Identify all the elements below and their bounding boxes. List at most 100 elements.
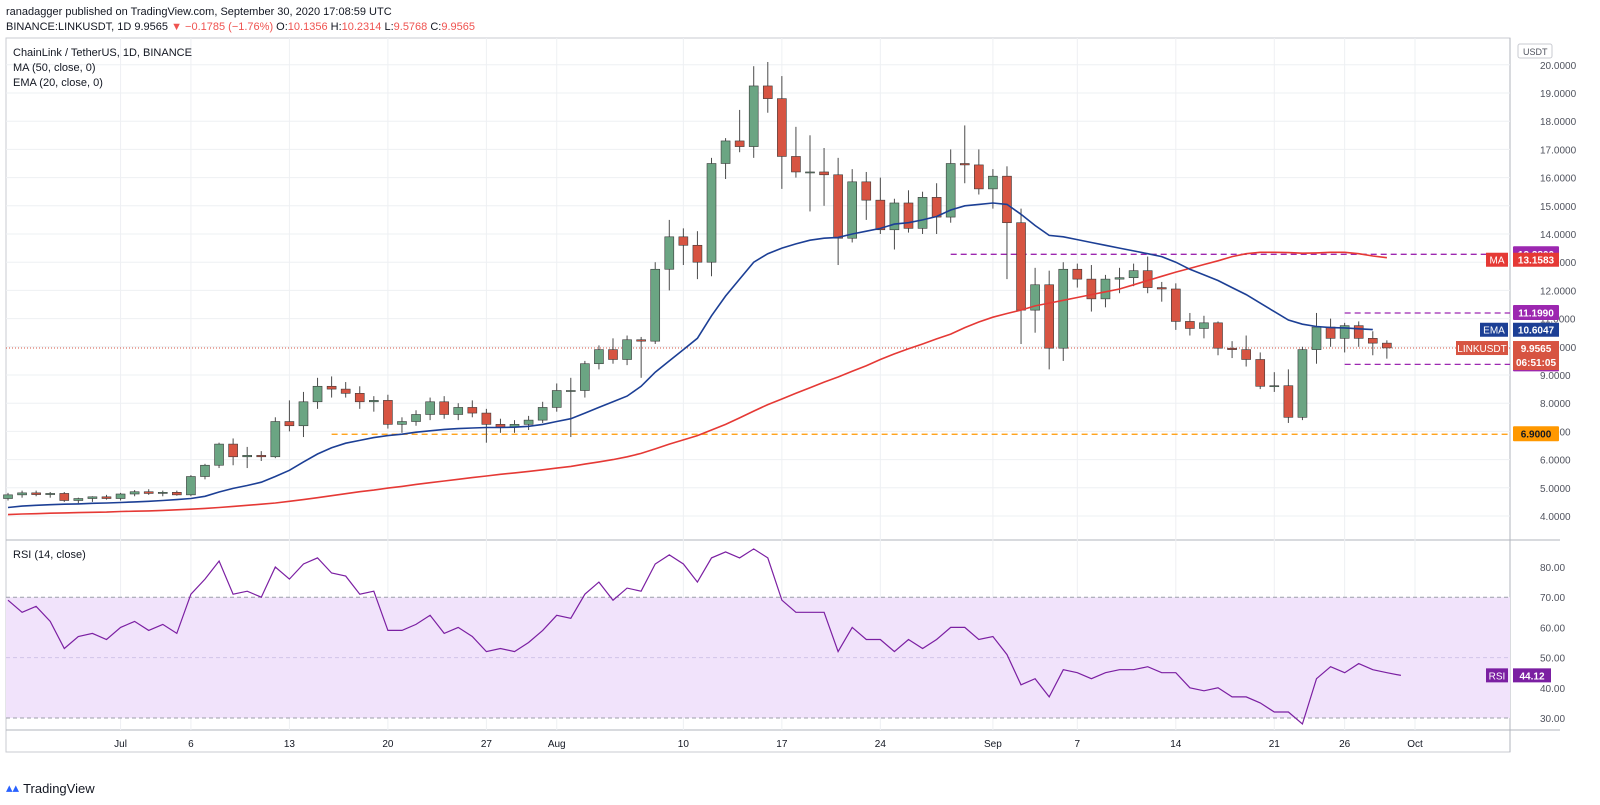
y-tick-label: 12.0000: [1540, 286, 1577, 297]
candle-down: [819, 171, 829, 176]
publish-info: ranadagger published on TradingView.com,…: [6, 6, 392, 18]
candle-down: [678, 236, 689, 246]
candle-down: [1325, 326, 1336, 339]
candle-down: [608, 349, 618, 360]
rsi-y-tick-label: 40.00: [1540, 684, 1565, 695]
x-tick-label: Aug: [548, 739, 566, 750]
ohlc-open: 10.1356: [287, 21, 328, 33]
candle-up: [73, 498, 84, 501]
candle-up: [537, 407, 548, 421]
candle-up: [200, 464, 210, 477]
y-tick-label: 15.0000: [1540, 202, 1577, 213]
level-tag: [1513, 304, 1559, 320]
y-tick-label: 8.0000: [1540, 399, 1571, 410]
ma-value-tag: [1513, 252, 1559, 267]
candle-up: [622, 339, 632, 360]
ma-name-tag: [1486, 252, 1508, 267]
y-tick-label: 20.0000: [1540, 61, 1577, 72]
candle-down: [256, 455, 267, 458]
candle-up: [3, 494, 13, 499]
candle-up: [298, 401, 309, 427]
candle-up: [115, 493, 126, 499]
candle-down: [1016, 222, 1026, 311]
rsi-name-tag: [1486, 668, 1508, 683]
ma-legend: MA (50, close, 0): [13, 62, 96, 74]
candle-down: [861, 181, 872, 201]
candle-up: [720, 140, 731, 164]
candle-up: [805, 171, 815, 174]
candle-up: [1339, 325, 1350, 339]
candle-down: [1185, 321, 1195, 329]
candle-up: [186, 476, 196, 496]
rsi-y-tick-label: 50.00: [1540, 654, 1565, 665]
candle-up: [551, 390, 562, 408]
ema-name-tag: [1480, 322, 1508, 337]
symbol-label: BINANCE:LINKUSDT, 1D: [6, 21, 132, 33]
x-tick-label: Oct: [1407, 739, 1423, 750]
ma-value: 13.1583: [1518, 256, 1555, 267]
candle-up: [594, 349, 604, 365]
candle-up: [17, 492, 27, 496]
candle-down: [383, 400, 393, 425]
x-tick-label: Sep: [984, 739, 1002, 750]
candle-up: [1030, 284, 1040, 311]
ema-line: [7, 202, 1373, 509]
candle-down: [1283, 385, 1294, 418]
candle-up: [369, 400, 379, 403]
candle-up: [397, 421, 407, 425]
candle-down: [734, 140, 745, 147]
candle-down: [467, 407, 478, 414]
level-label: 11.1990: [1518, 308, 1554, 319]
candle-down: [1353, 325, 1364, 339]
price-change: ▼ −0.1785 (−1.76%): [171, 21, 274, 33]
ohlc-l-label: L:: [384, 21, 394, 33]
tradingview-logo-icon: ▴▴: [6, 781, 20, 796]
ohlc-close: 9.9565: [441, 21, 476, 33]
candle-down: [762, 85, 773, 99]
symbol-name: LINKUSDT: [1457, 344, 1506, 355]
rsi-y-tick-label: 80.00: [1540, 563, 1565, 574]
candle-down: [1156, 287, 1167, 290]
y-tick-label: 17.0000: [1540, 145, 1577, 156]
tradingview-brand[interactable]: ▴▴ TradingView: [6, 781, 95, 796]
candle-down: [1044, 284, 1054, 349]
candle-down: [1171, 288, 1181, 322]
countdown-value: 06:51:05: [1516, 358, 1556, 369]
candle-down: [1086, 278, 1097, 300]
candle-up: [1114, 277, 1125, 280]
candle-down: [354, 393, 365, 403]
ohlc-h-label: H:: [330, 21, 342, 33]
rsi-y-tick-label: 70.00: [1540, 593, 1565, 604]
candle-down: [1002, 175, 1012, 224]
candle-down: [903, 202, 914, 229]
ohlc-o-label: O:: [276, 21, 288, 33]
candle-up: [1100, 278, 1111, 300]
candle-up: [748, 85, 759, 147]
candle-down: [875, 199, 886, 231]
candle-up: [706, 163, 717, 263]
candle-up: [1297, 349, 1308, 418]
y-tick-label: 16.0000: [1540, 174, 1577, 185]
brand-label: TradingView: [23, 781, 95, 796]
candle-up: [411, 414, 421, 422]
symbol-ohlc-line: BINANCE:LINKUSDT, 1D 9.9565 ▼ −0.1785 (−…: [6, 21, 475, 33]
candle-down: [228, 443, 238, 458]
candle-up: [1058, 268, 1069, 349]
y-tick-label: 5.0000: [1540, 484, 1571, 495]
candle-up: [1311, 326, 1322, 350]
candle-down: [59, 493, 70, 501]
x-tick-label: 26: [1339, 739, 1351, 750]
candle-up: [664, 236, 675, 270]
candle-down: [959, 163, 970, 166]
candle-up: [242, 455, 252, 458]
candle-down: [284, 421, 295, 427]
ohlc-high: 10.2314: [341, 21, 382, 33]
candle-down: [777, 98, 787, 157]
candle-up: [214, 443, 224, 466]
candle-up: [312, 385, 323, 403]
candle-down: [326, 385, 337, 390]
unit-box: [1517, 43, 1553, 59]
y-unit-label: USDT: [1523, 47, 1548, 57]
chart-title: ChainLink / TetherUS, 1D, BINANCE: [13, 47, 192, 59]
